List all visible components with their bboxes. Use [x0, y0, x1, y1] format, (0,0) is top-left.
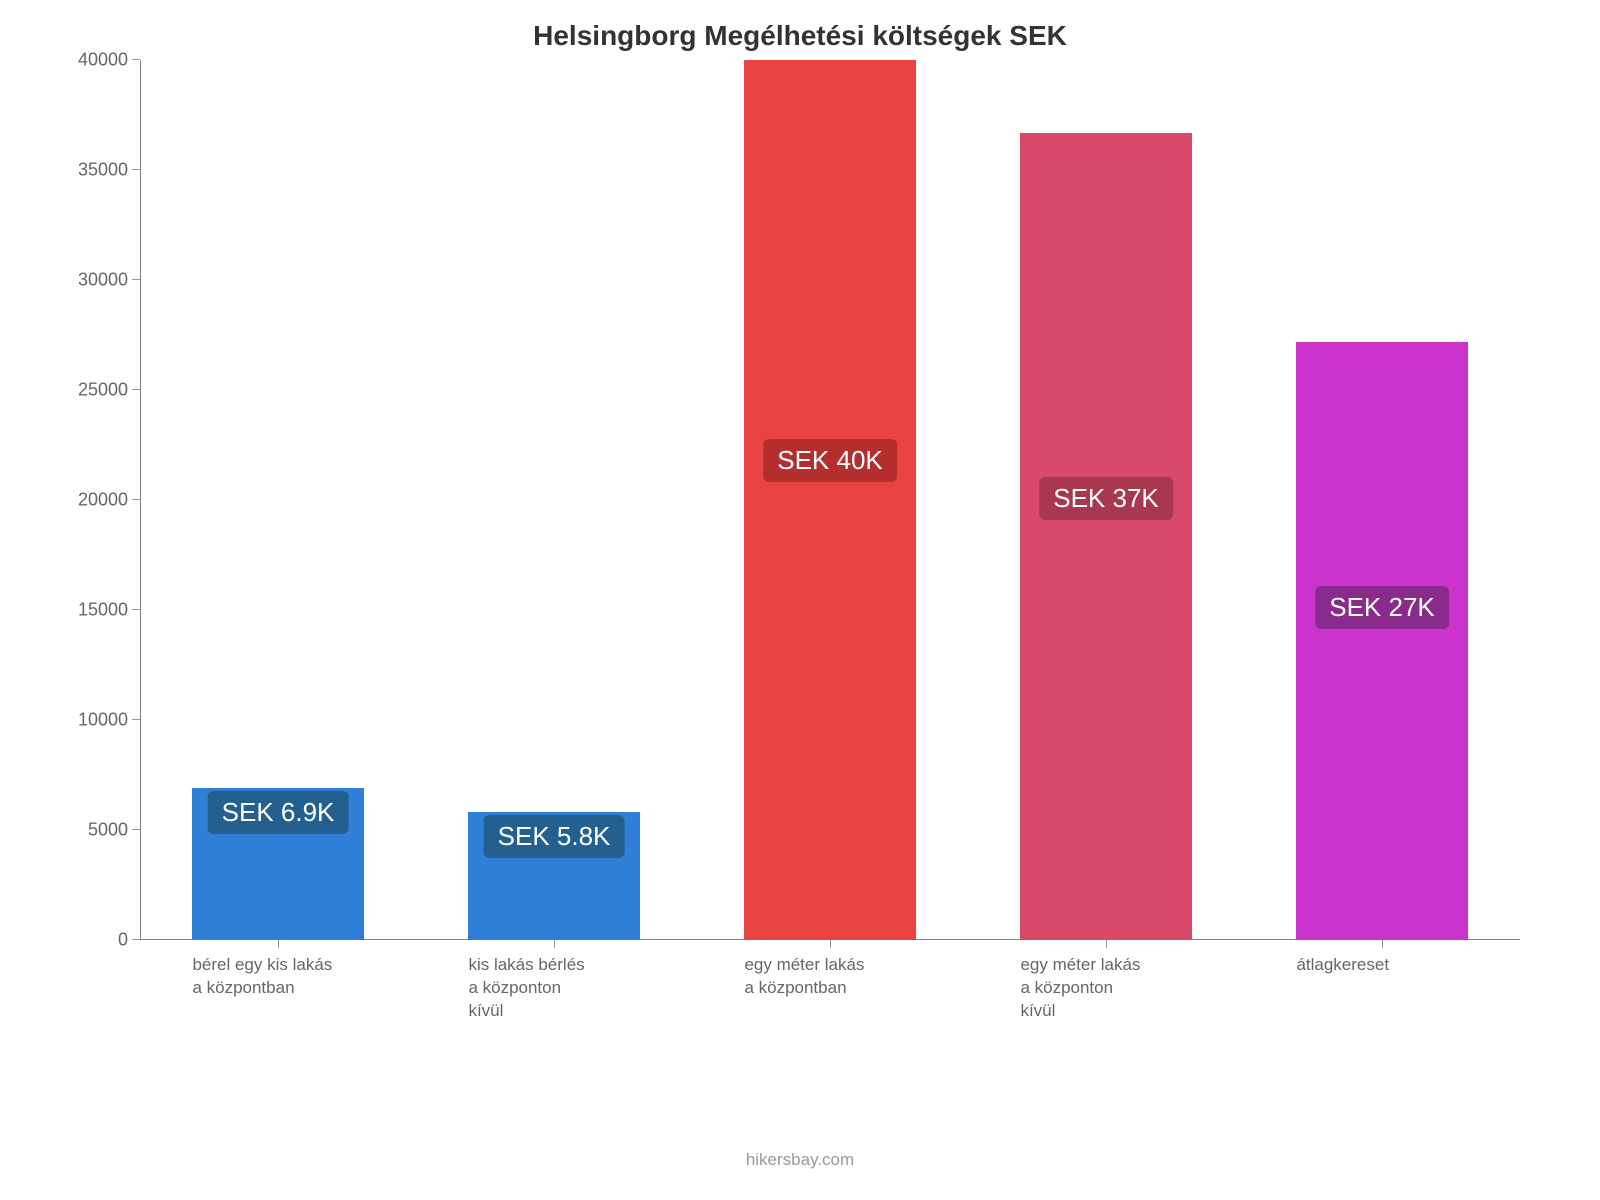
y-tick-mark	[132, 719, 140, 720]
x-axis-label: kis lakás bérlésa központonkívül	[468, 954, 679, 1023]
y-tick-label: 30000	[78, 270, 128, 291]
bar-value-label: SEK 37K	[1039, 477, 1173, 520]
y-tick-label: 15000	[78, 600, 128, 621]
chart-title: Helsingborg Megélhetési költségek SEK	[60, 20, 1540, 52]
y-tick-label: 25000	[78, 380, 128, 401]
x-tick-mark	[278, 940, 279, 948]
bar-value-label: SEK 40K	[763, 439, 897, 482]
y-tick-label: 0	[118, 930, 128, 951]
x-tick-mark	[554, 940, 555, 948]
plot-area: 0500010000150002000025000300003500040000…	[140, 60, 1520, 940]
y-tick-label: 20000	[78, 490, 128, 511]
x-tick-mark	[1382, 940, 1383, 948]
y-tick-mark	[132, 59, 140, 60]
y-tick-label: 40000	[78, 50, 128, 71]
bar	[1020, 133, 1191, 940]
x-axis-label: bérel egy kis lakása központban	[192, 954, 403, 1000]
x-tick-mark	[830, 940, 831, 948]
y-tick-label: 5000	[88, 820, 128, 841]
y-tick-mark	[132, 939, 140, 940]
bar-value-label: SEK 6.9K	[208, 791, 349, 834]
credit-text: hikersbay.com	[0, 1150, 1600, 1170]
y-axis: 0500010000150002000025000300003500040000	[60, 60, 140, 940]
y-tick-mark	[132, 829, 140, 830]
y-tick-mark	[132, 279, 140, 280]
y-tick-label: 10000	[78, 710, 128, 731]
x-axis-label: egy méter lakása központban	[744, 954, 955, 1000]
y-tick-mark	[132, 609, 140, 610]
bar-value-label: SEK 5.8K	[484, 815, 625, 858]
y-tick-mark	[132, 499, 140, 500]
x-axis-label: egy méter lakása központonkívül	[1020, 954, 1231, 1023]
chart-container: Helsingborg Megélhetési költségek SEK 05…	[60, 20, 1540, 1020]
bar-value-label: SEK 27K	[1315, 586, 1449, 629]
y-tick-label: 35000	[78, 160, 128, 181]
bar	[744, 60, 915, 940]
x-tick-mark	[1106, 940, 1107, 948]
bars-layer: SEK 6.9K SEK 5.8K SEK 40K SEK 37K SEK 27K	[140, 60, 1520, 940]
y-tick-mark	[132, 169, 140, 170]
y-tick-mark	[132, 389, 140, 390]
bar	[1296, 342, 1467, 940]
x-axis-label: átlagkereset	[1296, 954, 1507, 977]
x-axis-labels: bérel egy kis lakása központban kis lakás…	[140, 940, 1520, 1060]
